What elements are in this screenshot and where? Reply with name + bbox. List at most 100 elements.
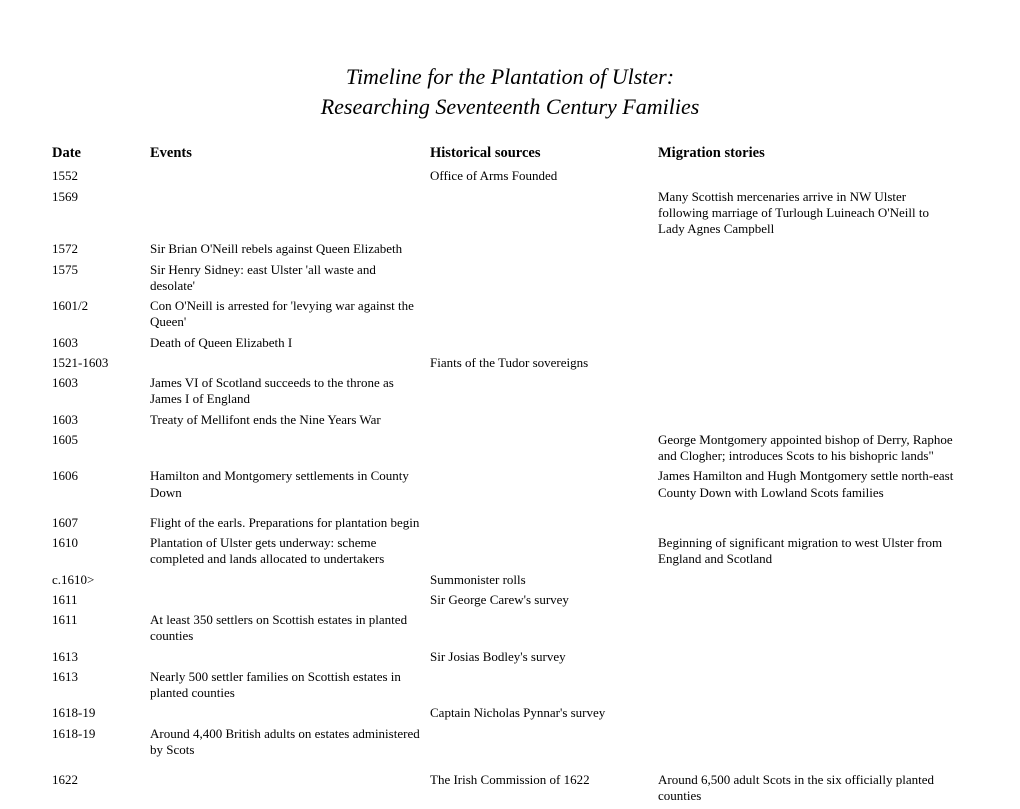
cell-migration [658,412,968,432]
table-row: 1607Flight of the earls. Preparations fo… [52,505,968,535]
cell-source: Sir George Carew's survey [430,592,658,612]
cell-event [150,649,430,669]
cell-migration: James Hamilton and Hugh Montgomery settl… [658,468,968,505]
cell-event: Sir Brian O'Neill rebels against Queen E… [150,241,430,261]
cell-event: Plantation of Ulster gets underway: sche… [150,535,430,572]
cell-date: 1610 [52,535,150,572]
col-header-sources: Historical sources [430,145,658,168]
table-row: 1572Sir Brian O'Neill rebels against Que… [52,241,968,261]
cell-date: 1575 [52,262,150,299]
table-row: 1601/2Con O'Neill is arrested for 'levyi… [52,298,968,335]
cell-migration [658,335,968,355]
cell-event: Flight of the earls. Preparations for pl… [150,505,430,535]
cell-event [150,762,430,809]
title-line-1: Timeline for the Plantation of Ulster: [52,62,968,92]
cell-event: Con O'Neill is arrested for 'levying war… [150,298,430,335]
cell-migration [658,241,968,261]
cell-source [430,726,658,763]
cell-source: Captain Nicholas Pynnar's survey [430,705,658,725]
timeline-table: Date Events Historical sources Migration… [52,145,968,808]
table-header-row: Date Events Historical sources Migration… [52,145,968,168]
table-row: 1603James VI of Scotland succeeds to the… [52,375,968,412]
table-row: 1603Death of Queen Elizabeth I [52,335,968,355]
cell-event [150,705,430,725]
cell-source: Office of Arms Founded [430,168,658,188]
cell-migration [658,298,968,335]
cell-event: Around 4,400 British adults on estates a… [150,726,430,763]
cell-migration: George Montgomery appointed bishop of De… [658,432,968,469]
table-row: 1622The Irish Commission of 1622Around 6… [52,762,968,809]
cell-date: 1603 [52,335,150,355]
cell-source [430,412,658,432]
cell-source: Sir Josias Bodley's survey [430,649,658,669]
cell-event: Hamilton and Montgomery settlements in C… [150,468,430,505]
cell-migration [658,355,968,375]
cell-event [150,432,430,469]
cell-date: 1552 [52,168,150,188]
table-row: 1569 Many Scottish mercenaries arrive in … [52,189,968,242]
cell-source [430,298,658,335]
cell-migration [658,572,968,592]
cell-date: 1607 [52,505,150,535]
cell-migration [658,726,968,763]
cell-source: Summonister rolls [430,572,658,592]
table-row: c.1610> Summonister rolls [52,572,968,592]
col-header-events: Events [150,145,430,168]
cell-date: 1611 [52,612,150,649]
cell-source [430,262,658,299]
table-row: 1613Nearly 500 settler families on Scott… [52,669,968,706]
cell-migration [658,375,968,412]
cell-migration [658,705,968,725]
cell-migration: Beginning of significant migration to we… [658,535,968,572]
table-row: 1613Sir Josias Bodley's survey [52,649,968,669]
cell-date: 1603 [52,412,150,432]
cell-date: 1613 [52,669,150,706]
table-row: 1610Plantation of Ulster gets underway: … [52,535,968,572]
cell-source [430,535,658,572]
table-row: 1611Sir George Carew's survey [52,592,968,612]
cell-source: The Irish Commission of 1622 [430,762,658,809]
table-row: 1521-1603 Fiants of the Tudor sovereigns [52,355,968,375]
cell-migration: Many Scottish mercenaries arrive in NW U… [658,189,968,242]
cell-date: 1603 [52,375,150,412]
table-row: 1552 Office of Arms Founded [52,168,968,188]
cell-event: Nearly 500 settler families on Scottish … [150,669,430,706]
cell-date: 1606 [52,468,150,505]
col-header-migration: Migration stories [658,145,968,168]
table-row: 1575Sir Henry Sidney: east Ulster 'all w… [52,262,968,299]
cell-date: 1622 [52,762,150,809]
table-row: 1603Treaty of Mellifont ends the Nine Ye… [52,412,968,432]
cell-date: 1618-19 [52,705,150,725]
cell-event: Sir Henry Sidney: east Ulster 'all waste… [150,262,430,299]
cell-date: c.1610> [52,572,150,592]
cell-source [430,335,658,355]
title-line-2: Researching Seventeenth Century Families [52,92,968,122]
cell-migration [658,649,968,669]
cell-event: At least 350 settlers on Scottish estate… [150,612,430,649]
cell-source [430,241,658,261]
cell-date: 1572 [52,241,150,261]
cell-date: 1601/2 [52,298,150,335]
cell-migration [658,505,968,535]
cell-date: 1569 [52,189,150,242]
cell-source [430,612,658,649]
cell-source [430,375,658,412]
cell-source [430,432,658,469]
cell-source [430,189,658,242]
cell-event: Treaty of Mellifont ends the Nine Years … [150,412,430,432]
document-title: Timeline for the Plantation of Ulster: R… [52,62,968,121]
table-row: 1618-19Around 4,400 British adults on es… [52,726,968,763]
col-header-date: Date [52,145,150,168]
cell-event [150,592,430,612]
cell-date: 1618-19 [52,726,150,763]
cell-date: 1521-1603 [52,355,150,375]
cell-migration [658,592,968,612]
cell-migration [658,669,968,706]
cell-source: Fiants of the Tudor sovereigns [430,355,658,375]
cell-event: James VI of Scotland succeeds to the thr… [150,375,430,412]
table-row: 1605George Montgomery appointed bishop o… [52,432,968,469]
cell-event: Death of Queen Elizabeth I [150,335,430,355]
cell-source [430,505,658,535]
cell-event [150,189,430,242]
cell-event [150,572,430,592]
